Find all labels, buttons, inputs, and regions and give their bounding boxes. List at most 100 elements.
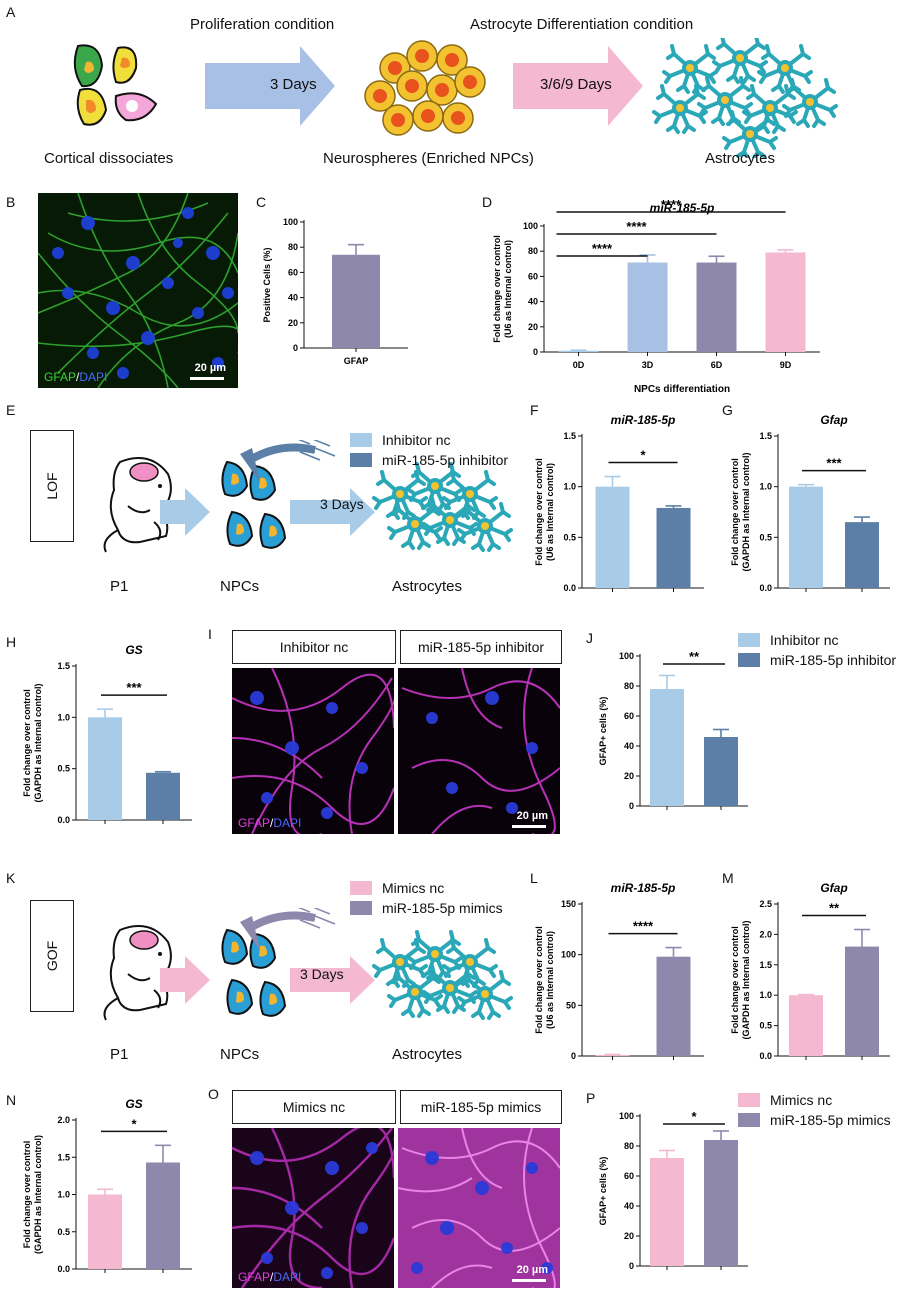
y-tick-label: 80 — [288, 242, 298, 252]
y-tick-label: 60 — [624, 1171, 634, 1181]
panel-label-c: C — [256, 194, 267, 210]
step1-label: Proliferation condition — [190, 16, 335, 33]
y-tick-label: 60 — [288, 267, 298, 277]
legend-swatch — [738, 633, 760, 647]
significance-label: * — [640, 448, 646, 463]
chart-title: Gfap — [820, 881, 847, 895]
y-tick-label: 40 — [624, 741, 634, 751]
y-axis-label: GFAP+ cells (%) — [598, 1157, 608, 1226]
y-axis-label: Fold change over control(GAPDH as Intern… — [22, 1135, 43, 1254]
y-tick-label: 40 — [624, 1201, 634, 1211]
bar — [704, 737, 738, 806]
lof-days: 3 Days — [320, 496, 364, 512]
i-micrograph-image — [232, 668, 560, 834]
bar — [595, 486, 630, 588]
significance-label: * — [131, 1116, 137, 1131]
scale-bar — [190, 377, 224, 380]
y-axis-label-line: GFAP+ cells (%) — [598, 1157, 608, 1226]
legend-swatch — [738, 1093, 760, 1107]
y-axis-label-line: Fold change over control — [730, 926, 740, 1034]
panel-label-f: F — [530, 402, 539, 418]
significance-label: *** — [126, 680, 142, 695]
legend-swatch — [350, 453, 372, 467]
gof-p1: P1 — [110, 1046, 129, 1063]
x-tick-label: 9D — [780, 360, 792, 370]
significance-label: **** — [626, 219, 647, 234]
legend-item: Mimics nc — [770, 1092, 833, 1108]
o-header-right-label: miR-185-5p mimics — [420, 1099, 542, 1115]
y-axis-label-line: (GAPDH as Internal control) — [741, 920, 751, 1039]
lof-legend: Inhibitor nc miR-185-5p inhibitor — [350, 432, 508, 468]
y-axis-label: Fold change over control(GAPDH as Intern… — [22, 683, 43, 802]
significance-label: ** — [689, 649, 700, 664]
panel-label-k: K — [6, 870, 16, 886]
y-axis-label-line: GFAP+ cells (%) — [598, 697, 608, 766]
significance-label: **** — [661, 198, 682, 212]
y-tick-label: 0.5 — [57, 1227, 70, 1237]
legend-item: miR-185-5p inhibitor — [382, 452, 509, 468]
gof-npcs: NPCs — [220, 1046, 260, 1063]
chart-title: miR-185-5p — [611, 413, 676, 427]
y-axis-label-line: Fold change over control — [534, 926, 544, 1034]
y-axis-label-line: (GAPDH as Internal control) — [33, 683, 43, 802]
bar — [845, 946, 879, 1056]
panel-label-m: M — [722, 870, 734, 886]
y-tick-label: 0.0 — [57, 1264, 70, 1274]
arrow-3-6-9-days — [513, 46, 643, 126]
y-tick-label: 1.0 — [563, 482, 576, 492]
y-tick-label: 60 — [528, 271, 538, 281]
y-tick-label: 50 — [566, 1000, 576, 1010]
y-tick-label: 60 — [624, 711, 634, 721]
neurosphere-cluster — [364, 40, 486, 136]
bar — [88, 1194, 122, 1269]
bar — [595, 1054, 630, 1056]
panel-label-e: E — [6, 402, 16, 418]
y-tick-label: 0.0 — [57, 815, 70, 825]
y-tick-label: 1.5 — [57, 1152, 70, 1162]
lof-astrocytes: Astrocytes — [392, 578, 463, 595]
x-tick-label: 0D — [573, 360, 585, 370]
chart-l: miR-185-5p 0 50 100 150 Fold change over cont… — [534, 881, 704, 1061]
scale-bar — [512, 825, 546, 828]
gfap-micrograph-image — [38, 193, 238, 388]
chart-m: Gfap 0.0 0.5 1.0 1.5 2.0 2.5 Fold change over c… — [730, 881, 890, 1061]
panel-label-a: A — [6, 4, 16, 20]
legend-item: Mimics nc — [382, 880, 445, 896]
y-tick-label: 40 — [288, 293, 298, 303]
legend-item: miR-185-5p mimics — [382, 900, 503, 916]
scale-bar-label: 20 µm — [516, 810, 548, 822]
panel-k-schematic — [103, 908, 513, 1021]
caption-cortical: Cortical dissociates — [44, 150, 174, 167]
chart-title: GS — [125, 1097, 142, 1111]
significance-label: ** — [829, 901, 840, 916]
panel-label-d: D — [482, 194, 493, 210]
bar — [627, 262, 668, 352]
y-tick-label: 1.5 — [563, 431, 576, 441]
y-tick-label: 1.0 — [759, 990, 772, 1000]
y-tick-label: 80 — [624, 681, 634, 691]
x-axis-label: NPCs differentiation — [634, 384, 730, 395]
y-axis-label-line: Fold change over control — [22, 689, 32, 797]
y-tick-label: 100 — [561, 950, 576, 960]
bar — [656, 507, 691, 588]
y-axis-label-line: Fold change over control — [730, 458, 740, 566]
y-tick-label: 2.0 — [759, 929, 772, 939]
y-tick-label: 0 — [629, 801, 634, 811]
o-header-left: Mimics nc — [232, 1090, 396, 1124]
gof-legend: Mimics nc miR-185-5p mimics — [350, 880, 503, 916]
y-tick-label: 40 — [528, 297, 538, 307]
bar — [146, 1162, 180, 1269]
y-axis-label: Fold change over control(U6 as Internal … — [534, 926, 555, 1034]
bar — [765, 252, 806, 352]
o-micrograph-image — [232, 1128, 560, 1288]
bar — [558, 350, 599, 352]
legend-swatch — [350, 433, 372, 447]
y-tick-label: 20 — [288, 318, 298, 328]
chart-n: GS 0.0 0.5 1.0 1.5 2.0 Fold change over contro… — [22, 1097, 192, 1274]
gof-arrow-1 — [160, 956, 210, 1004]
bar — [696, 262, 737, 352]
significance-label: * — [691, 1109, 697, 1124]
arrow1-label: 3 Days — [270, 76, 317, 93]
panel-label-b: B — [6, 194, 16, 210]
panel-label-o: O — [208, 1086, 219, 1102]
